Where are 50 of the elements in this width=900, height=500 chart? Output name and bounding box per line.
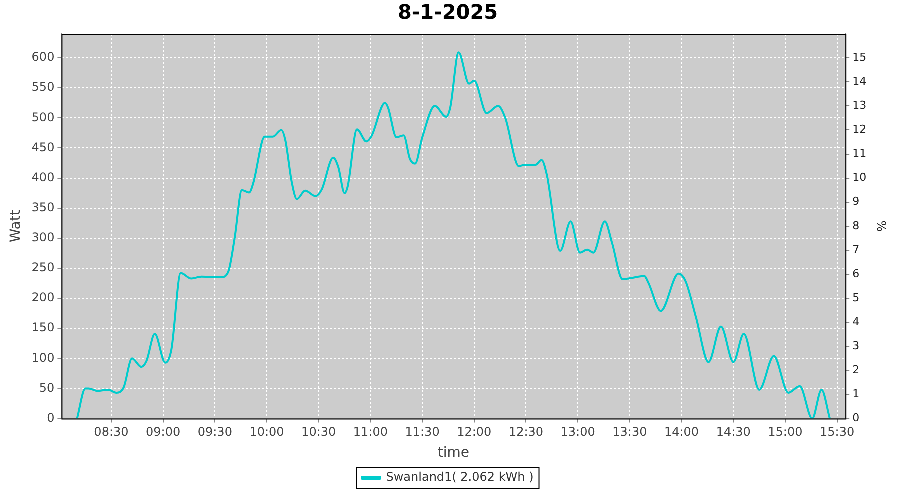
y-tick-label: 300 (32, 230, 55, 245)
x-tick-label: 14:00 (664, 425, 700, 440)
x-tick-label: 12:00 (457, 425, 492, 440)
y-tick-label: 150 (32, 320, 55, 335)
y2-tick-label: 8 (852, 219, 860, 232)
x-tick-label: 10:00 (250, 425, 284, 440)
y2-tick-label: 13 (852, 99, 867, 112)
x-tick-label: 11:00 (353, 425, 388, 440)
x-tick-label: 09:00 (146, 425, 181, 440)
x-tick-label: 13:00 (560, 425, 596, 440)
y2-tick-label: 0 (852, 412, 860, 425)
chart-title: 8-1-2025 (398, 0, 498, 24)
x-tick-label: 08:30 (94, 425, 129, 440)
x-tick-label: 15:00 (768, 425, 803, 440)
line-series (76, 52, 832, 419)
y2-tick-label: 5 (852, 291, 860, 304)
y-tick-label: 500 (32, 110, 55, 124)
y2-tick-label: 4 (852, 315, 860, 328)
y2-tick-label: 12 (852, 123, 867, 136)
y-tick-label: 400 (32, 170, 55, 184)
y2-tick-label: 14 (852, 74, 867, 88)
x-tick-label: 09:30 (198, 425, 232, 440)
y-tick-label: 600 (32, 50, 55, 64)
y-tick-label: 0 (47, 410, 55, 425)
y2-tick-label: 11 (852, 147, 867, 160)
y-tick-label: 200 (32, 290, 55, 305)
y2-tick-label: 10 (852, 171, 867, 184)
y-tick-label: 100 (32, 350, 55, 365)
y2-tick-label: 9 (852, 195, 860, 208)
y-tick-label: 250 (32, 260, 55, 275)
y-tick-label: 50 (39, 380, 55, 395)
x-tick-label: 12:30 (508, 425, 544, 440)
legend-label: Swanland1( 2.062 kWh ) (386, 470, 534, 484)
y2-tick-label: 6 (852, 267, 860, 280)
y-tick-label: 550 (32, 80, 55, 94)
x-tick-label: 15:30 (820, 425, 855, 440)
y2-tick-label: 15 (852, 50, 867, 64)
x-tick-label: 14:30 (716, 425, 751, 440)
y2-tick-label: 3 (852, 340, 860, 353)
y2-tick-label: 1 (852, 388, 860, 401)
y2-axis-title: % (874, 220, 889, 232)
y2-tick-label: 2 (852, 364, 860, 377)
x-axis-title: time (438, 445, 470, 462)
x-tick-label: 11:30 (405, 425, 440, 440)
x-tick-label: 13:30 (612, 425, 648, 440)
x-tick-label: 10:30 (302, 425, 336, 440)
y-axis-title: Watt (8, 210, 24, 243)
y-tick-label: 450 (32, 140, 55, 154)
y-tick-label: 350 (32, 200, 55, 214)
y2-tick-label: 7 (852, 243, 860, 256)
